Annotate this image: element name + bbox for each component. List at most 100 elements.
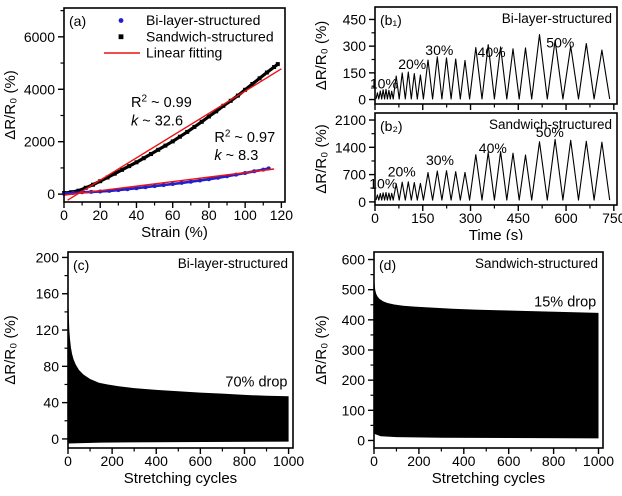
- data-point-marker: [206, 177, 211, 182]
- data-point-marker: [177, 134, 182, 139]
- legend-label: Sandwich-structured: [146, 28, 274, 44]
- data-point-marker: [275, 62, 280, 67]
- y-tick-label: 0: [358, 194, 366, 210]
- data-point-marker: [125, 187, 130, 192]
- series-bi-layer-structured: [63, 167, 269, 195]
- annotation: k ~ 8.3: [214, 148, 258, 164]
- x-axis-title: Time (s): [469, 227, 523, 240]
- data-point-marker: [192, 124, 197, 129]
- x-tick-label: 1000: [583, 453, 614, 469]
- data-point-marker: [161, 183, 166, 188]
- data-point-marker: [185, 129, 190, 134]
- y-tick-label: 0: [47, 186, 55, 202]
- y-axis-title: ΔR/R₀ (%): [313, 315, 330, 385]
- panel-title: Bi-layer-structured: [502, 11, 612, 26]
- y-axis-title: ΔR/R₀ (%): [313, 124, 330, 194]
- panel-c-bilayer-durability-chart: 0 200 400 600 800 100004080120160200Stretchin…: [2, 249, 304, 487]
- panel-label: (c): [73, 257, 89, 273]
- panel-label: (d): [379, 257, 396, 273]
- y-tick-label: 300: [342, 342, 366, 358]
- annotation: 30%: [426, 152, 454, 168]
- plot-frame: [374, 112, 618, 206]
- data-point-marker: [221, 103, 226, 108]
- series-bilayer-cycling-envelope: [68, 289, 289, 444]
- x-tick-label: 1000: [273, 453, 304, 469]
- data-point-marker: [134, 160, 139, 165]
- x-tick-label: 0: [371, 210, 379, 226]
- annotation: 40%: [478, 44, 506, 60]
- data-point-marker: [228, 98, 233, 103]
- y-axis-title: ΔR/R₀ (%): [2, 70, 19, 140]
- data-point-marker: [156, 147, 161, 152]
- panel-b1-bilayer-cycles-chart: 0 150 300 450 ΔR/R₀ (%) 10%20%30% 40% 50% (b₁) Bi…: [313, 6, 618, 110]
- data-point-marker: [98, 179, 103, 184]
- x-tick-label: 600: [497, 453, 521, 469]
- data-point-marker: [243, 87, 248, 92]
- y-tick-label: 0: [358, 92, 366, 108]
- x-tick-label: 100: [233, 207, 257, 223]
- x-tick-label: 800: [542, 453, 566, 469]
- x-tick-label: 300: [459, 210, 483, 226]
- panel-b2-sandwich-cycles-chart: 0 150 300 450 600 750 0 700 1400 2100 Time (s) ΔR/R…: [313, 112, 622, 240]
- data-point-marker: [112, 171, 117, 176]
- y-tick-label: 40: [43, 395, 59, 411]
- x-tick-label: 200: [100, 453, 124, 469]
- x-tick-label: 120: [270, 207, 294, 223]
- y-tick-label: 4000: [24, 81, 55, 97]
- x-tick-label: 40: [129, 207, 145, 223]
- data-point-marker: [250, 82, 255, 86]
- y-axis-title: ΔR/R₀ (%): [313, 21, 330, 91]
- x-tick-label: 20: [92, 207, 108, 223]
- y-tick-label: 120: [36, 322, 60, 338]
- data-point-marker: [197, 178, 202, 183]
- plot-frame: [63, 7, 286, 203]
- y-tick-label: 2100: [335, 112, 366, 128]
- data-point-marker: [105, 175, 110, 180]
- x-tick-label: 0: [64, 453, 72, 469]
- data-point-marker: [134, 186, 139, 191]
- y-tick-label: 600: [342, 252, 366, 268]
- plot-frame: [67, 251, 294, 449]
- y-tick-label: 200: [36, 249, 60, 265]
- data-point-marker: [199, 119, 204, 124]
- data-point-marker: [170, 182, 175, 186]
- y-tick-label: 2000: [24, 134, 55, 150]
- data-point-marker: [272, 65, 277, 69]
- y-tick-label: 400: [342, 312, 366, 328]
- annotation: 20%: [398, 56, 426, 72]
- legend-label: Linear fitting: [146, 45, 222, 61]
- series-sandwich-cycling-envelope: [374, 275, 599, 439]
- legend-marker: [118, 34, 124, 40]
- data-point-marker: [152, 184, 157, 189]
- y-tick-label: 300: [343, 38, 367, 54]
- annotation: 70% drop: [225, 374, 287, 390]
- series-sandwich-cyclic-response: [375, 138, 611, 201]
- y-axis-title: ΔR/R₀ (%): [2, 315, 19, 385]
- panel-label: (a): [69, 13, 86, 29]
- data-point-marker: [179, 180, 184, 185]
- panel-label: (b₂): [380, 118, 403, 134]
- data-point-marker: [188, 179, 193, 184]
- data-point-marker: [163, 143, 168, 148]
- annotation: k ~ 32.6: [131, 113, 183, 129]
- annotation: R2 ~ 0.99: [131, 94, 192, 112]
- panel-d-cell: 0 200 400 600 800 1000 0 100 200 300 400 500 600 Stre…: [311, 240, 622, 496]
- panel-d-sandwich-durability-chart: 0 200 400 600 800 10000100200300400500600Stre…: [313, 251, 614, 487]
- panel-a-strain-response-chart: 0 20 40 60 80 100 120 0 2000 4000 6000 Strain (%) ΔR…: [2, 7, 294, 240]
- panel-b-cell: 0 150 300 450 ΔR/R₀ (%) 10% 20% 30% 40% 50% (b₁) Bi…: [311, 0, 622, 240]
- panel-a-cell: 0 20 40 60 80 100 120 0 2000 4000 6000 Strain (%) ΔR…: [0, 0, 311, 240]
- annotation: 50%: [536, 124, 564, 140]
- annotation: 50%: [546, 34, 574, 50]
- y-tick-label: 700: [343, 167, 367, 183]
- x-tick-label: 80: [201, 207, 217, 223]
- y-tick-label: 80: [43, 358, 59, 374]
- annotation: 10%: [369, 176, 397, 192]
- x-axis-title: Strain (%): [141, 224, 208, 240]
- data-point-marker: [257, 76, 262, 81]
- x-tick-label: 800: [233, 453, 257, 469]
- y-tick-label: 160: [36, 286, 60, 302]
- panel-label: (b₁): [380, 12, 402, 28]
- x-tick-label: 400: [145, 453, 169, 469]
- data-point-marker: [127, 164, 132, 169]
- y-tick-label: 450: [343, 11, 367, 27]
